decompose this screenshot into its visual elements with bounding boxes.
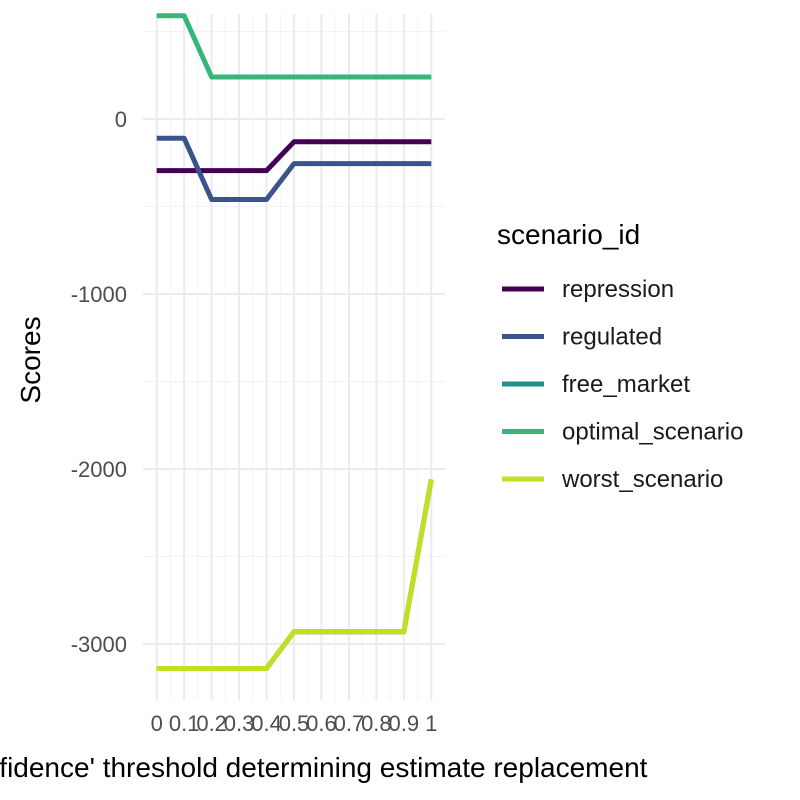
x-tick-label: 0 (151, 711, 163, 736)
y-tick-label: -1000 (71, 282, 127, 307)
legend-label-repression: repression (562, 276, 674, 303)
grid (143, 14, 445, 700)
x-tick-label: 0.1 (169, 711, 200, 736)
series-line-regulated (156, 135, 432, 202)
y-tick-label: 0 (115, 107, 127, 132)
legend-title: scenario_id (497, 219, 640, 250)
x-tick-label: 0.2 (196, 711, 227, 736)
legend-label-worst-scenario: worst_scenario (561, 466, 723, 493)
x-tick-label: 0.6 (306, 711, 337, 736)
series-line-worst-scenario (156, 479, 434, 671)
y-tick-label: -3000 (71, 632, 127, 657)
x-tick-label: 0.3 (224, 711, 255, 736)
x-tick-label: 0.4 (251, 711, 282, 736)
legend-label-regulated: regulated (562, 324, 662, 351)
x-axis-ticks: 0 0.10.20.30.40.50.60.70.80.9 1 (151, 711, 438, 736)
series-lines (156, 13, 434, 671)
x-tick-label: 0.9 (389, 711, 420, 736)
x-tick-label: 0.7 (334, 711, 365, 736)
series-line-repression (156, 139, 432, 174)
x-tick-label: 0.5 (279, 711, 310, 736)
legend-label-optimal-scenario: optimal_scenario (562, 419, 743, 446)
x-tick-label: 1 (425, 711, 437, 736)
legend-label-free-market: free_market (562, 371, 690, 398)
x-axis-title: 'Confidence' threshold determining estim… (0, 752, 648, 783)
series-line-optimal-scenario (156, 13, 432, 80)
y-axis-ticks: 0 -1000 -2000 -3000 (71, 107, 127, 657)
legend: scenario_id repression regulated free_mark… (497, 219, 743, 493)
x-tick-label: 0.8 (361, 711, 392, 736)
y-tick-label: -2000 (71, 457, 127, 482)
y-axis-title: Scores (15, 316, 46, 403)
